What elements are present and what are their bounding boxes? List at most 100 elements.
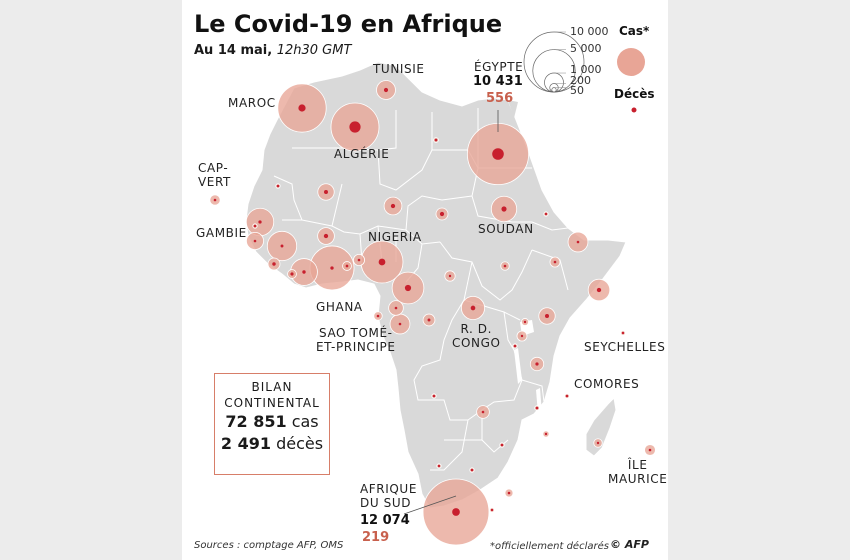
deaths-dot-niger bbox=[390, 203, 396, 209]
deaths-dot-guinee-bissau bbox=[253, 239, 257, 243]
deaths-dot-tanzanie bbox=[535, 362, 539, 366]
deaths-dot-tchad bbox=[439, 211, 445, 217]
afp-logo: © AFP bbox=[610, 538, 649, 551]
afrique-du-sud-deaths: 219 bbox=[362, 530, 390, 545]
deaths-dot-libye bbox=[434, 138, 438, 142]
page-title: Le Covid-19 en Afrique bbox=[194, 10, 503, 38]
label-ghana: Ghana bbox=[316, 300, 363, 314]
deaths-dot-kenya bbox=[544, 313, 550, 319]
deaths-dot-gabon bbox=[398, 322, 402, 326]
deaths-dot-r-d-congo bbox=[470, 305, 476, 311]
deaths-dot-ghana bbox=[330, 266, 334, 270]
deaths-dot-togo bbox=[345, 264, 349, 268]
deaths-dot-congo bbox=[427, 318, 431, 322]
scale-200: 200 bbox=[570, 74, 591, 87]
deaths-dot-maurice bbox=[648, 448, 652, 452]
deaths-dot-lesotho bbox=[490, 508, 494, 512]
label-sao-tome: Sao Tomé- et-Principe bbox=[316, 326, 396, 354]
deaths-dot-rwanda bbox=[520, 334, 524, 338]
bilan-cases-unit: cas bbox=[291, 412, 319, 431]
scale-50: 50 bbox=[570, 84, 584, 97]
label-nigeria: Nigeria bbox=[368, 230, 422, 244]
label-algerie: Algérie bbox=[334, 147, 390, 161]
deaths-dot-namibie bbox=[437, 464, 441, 468]
legend-scale-circle-4 bbox=[551, 87, 557, 93]
deaths-dot-zambie bbox=[481, 410, 485, 414]
deaths-dot-mozambique bbox=[544, 432, 548, 436]
label-seychelles: Seychelles bbox=[584, 340, 666, 354]
deaths-dot-malawi bbox=[535, 406, 539, 410]
legend-scale-circle-1 bbox=[532, 49, 576, 93]
subtitle-date: Au 14 mai, bbox=[194, 43, 273, 58]
egypte-deaths: 556 bbox=[486, 91, 514, 106]
deaths-dot-gambie bbox=[253, 224, 257, 228]
deaths-dot-guinee bbox=[280, 244, 284, 248]
label-ile-maurice: Île Maurice bbox=[608, 458, 668, 486]
deaths-dot-benin bbox=[357, 258, 361, 262]
deaths-dot-tunisie bbox=[383, 87, 389, 93]
deaths-dot-burundi bbox=[513, 344, 517, 348]
legend-cases-title: Cas* bbox=[619, 24, 650, 38]
bilan-cases-value: 72 851 bbox=[225, 412, 287, 431]
label-egypte: Égypte bbox=[474, 60, 524, 74]
label-gambie: Gambie bbox=[196, 226, 247, 240]
deaths-dot-mali bbox=[324, 190, 328, 194]
deaths-dot-eswatini bbox=[507, 491, 511, 495]
label-tunisie: Tunisie bbox=[373, 62, 425, 76]
scale-1000: 1 000 bbox=[570, 63, 602, 76]
deaths-dot-botswana bbox=[470, 468, 474, 472]
sinai-shape bbox=[508, 100, 518, 118]
sources-note: Sources : comptage AFP, OMS bbox=[194, 540, 344, 551]
deaths-dot-guinee-equatoriale bbox=[394, 306, 398, 310]
bilan-deaths-unit: décès bbox=[276, 434, 324, 453]
deaths-dot-burkina-faso bbox=[323, 233, 329, 239]
deaths-dot-erythree bbox=[544, 212, 548, 216]
legend-deaths-sample bbox=[631, 107, 637, 113]
bilan-cases-line: 72 851 cas bbox=[215, 411, 329, 433]
map-card: Le Covid-19 en Afrique Au 14 mai, 12h30 … bbox=[182, 0, 668, 560]
deaths-dot-afrique-du-sud bbox=[452, 508, 460, 516]
label-rd-congo: R. D. Congo bbox=[452, 322, 501, 350]
deaths-dot-djibouti bbox=[576, 240, 580, 244]
label-soudan: Soudan bbox=[478, 222, 534, 236]
bilan-title: Bilan continental bbox=[224, 380, 320, 410]
deaths-dot-nigeria bbox=[378, 258, 386, 266]
scale-10000: 10 000 bbox=[570, 25, 609, 38]
subtitle: Au 14 mai, 12h30 GMT bbox=[194, 43, 351, 58]
deaths-dot-liberia bbox=[290, 272, 294, 276]
subtitle-time: 12h30 GMT bbox=[276, 43, 352, 58]
deaths-dot-somalie bbox=[596, 287, 602, 293]
bilan-deaths-line: 2 491 décès bbox=[215, 433, 329, 455]
callout-leader-line-1 bbox=[403, 495, 457, 515]
deaths-dot-ethiopie bbox=[553, 260, 557, 264]
deaths-dot-senegal bbox=[258, 220, 262, 224]
declared-note: *officiellement déclarés bbox=[490, 541, 609, 552]
bilan-deaths-value: 2 491 bbox=[220, 434, 272, 453]
deaths-dot-soudan-du-sud bbox=[503, 264, 507, 268]
afp-credit: AFP bbox=[624, 538, 649, 551]
deaths-dot-soudan bbox=[501, 206, 507, 212]
deaths-dot-sao-tome-et-principe bbox=[376, 314, 380, 318]
deaths-dot-madagascar bbox=[596, 441, 600, 445]
label-afrique-du-sud: Afrique du Sud bbox=[360, 482, 417, 510]
deaths-dot-seychelles bbox=[621, 331, 625, 335]
deaths-dot-angola bbox=[432, 394, 436, 398]
deaths-dot-egypte bbox=[492, 148, 504, 160]
madagascar-shape bbox=[585, 396, 617, 457]
deaths-dot-sierra-leone bbox=[272, 262, 276, 266]
deaths-dot-cap-vert bbox=[213, 198, 217, 202]
bilan-box: Bilan continental 72 851 cas 2 491 décès bbox=[214, 373, 330, 475]
legend-deaths-title: Décès bbox=[614, 87, 655, 101]
africa-continent-shape bbox=[245, 61, 627, 509]
legend-scale-circle-2 bbox=[544, 72, 564, 93]
africa-map bbox=[209, 31, 656, 546]
label-comores: Comores bbox=[574, 377, 640, 391]
deaths-dot-mauritanie bbox=[276, 184, 280, 188]
afrique-du-sud-cases: 12 074 bbox=[360, 513, 410, 528]
deaths-dot-maroc bbox=[298, 104, 306, 112]
deaths-dot-centrafrique bbox=[448, 274, 452, 278]
deaths-dot-algerie bbox=[349, 121, 361, 133]
scale-5000: 5 000 bbox=[570, 42, 602, 55]
copyright-icon: © bbox=[610, 538, 621, 551]
deaths-dot-cote-d-ivoire bbox=[302, 270, 306, 274]
